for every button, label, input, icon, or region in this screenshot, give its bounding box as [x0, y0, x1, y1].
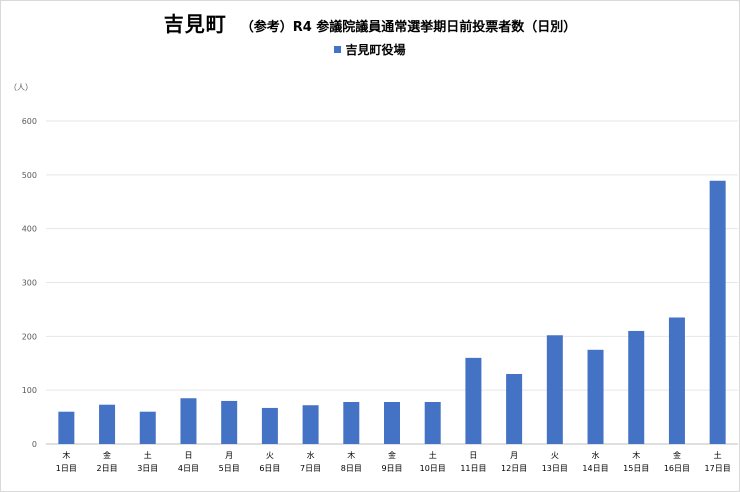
- bar: [99, 404, 116, 444]
- chart-subtitle: （参考）R4 参議院議員通常選挙期日前投票者数（日別）: [240, 20, 577, 35]
- chart-title: 吉見町: [163, 12, 227, 36]
- x-tick-weekday: 金: [673, 450, 681, 460]
- x-tick-day: 10日目: [420, 464, 446, 473]
- y-tick-label: 200: [22, 332, 37, 341]
- x-tick-day: 7日目: [300, 464, 321, 473]
- x-tick-weekday: 火: [266, 451, 274, 460]
- bar: [261, 407, 278, 444]
- x-tick-day: 8日目: [341, 464, 362, 473]
- x-tick-weekday: 木: [347, 450, 355, 460]
- x-tick-day: 4日目: [178, 464, 199, 473]
- x-tick-weekday: 日: [469, 451, 477, 460]
- y-tick-label: 100: [22, 386, 37, 395]
- bar: [424, 402, 441, 444]
- bar: [139, 411, 156, 444]
- x-tick-day: 9日目: [381, 464, 402, 473]
- x-tick-weekday: 土: [144, 450, 152, 460]
- x-tick-day: 5日目: [219, 464, 240, 473]
- x-tick-weekday: 水: [307, 450, 315, 460]
- bar: [668, 317, 685, 444]
- x-tick-weekday: 土: [714, 450, 722, 460]
- x-tick-weekday: 火: [551, 451, 559, 460]
- bar: [546, 335, 563, 444]
- y-axis-unit-label: （人）: [9, 83, 33, 92]
- x-tick-day: 13日目: [542, 464, 568, 473]
- x-tick-weekday: 日: [184, 451, 192, 460]
- y-tick-label: 400: [22, 225, 37, 234]
- y-tick-label: 600: [22, 117, 37, 126]
- bar: [465, 357, 482, 444]
- x-tick-day: 15日目: [623, 464, 649, 473]
- chart-title-row: 吉見町 （参考）R4 参議院議員通常選挙期日前投票者数（日別）: [0, 8, 740, 37]
- x-tick-day: 3日目: [137, 464, 158, 473]
- legend-label: 吉見町役場: [345, 43, 406, 57]
- y-tick-label: 300: [22, 279, 37, 288]
- x-tick-day: 14日目: [582, 464, 608, 473]
- bar: [58, 411, 75, 444]
- bar: [628, 330, 645, 444]
- bar: [343, 402, 360, 444]
- x-tick-day: 16日目: [664, 464, 690, 473]
- bar: [506, 374, 523, 444]
- bar: [587, 349, 604, 444]
- y-tick-label: 500: [22, 171, 37, 180]
- x-tick-weekday: 水: [592, 450, 600, 460]
- legend-swatch: [334, 46, 342, 53]
- x-tick-weekday: 月: [225, 451, 233, 460]
- x-tick-weekday: 土: [429, 450, 437, 460]
- x-tick-day: 17日目: [705, 464, 731, 473]
- x-tick-day: 11日目: [460, 464, 486, 473]
- bar: [221, 400, 238, 444]
- x-tick-day: 6日目: [259, 464, 280, 473]
- bar: [180, 398, 197, 444]
- bar: [709, 180, 726, 444]
- x-tick-day: 1日目: [56, 464, 77, 473]
- x-tick-weekday: 月: [510, 451, 518, 460]
- x-tick-day: 2日目: [97, 464, 118, 473]
- x-tick-weekday: 金: [388, 450, 396, 460]
- x-tick-weekday: 金: [103, 450, 111, 460]
- y-tick-label: 0: [32, 440, 37, 449]
- x-tick-weekday: 木: [62, 450, 70, 460]
- x-tick-weekday: 木: [632, 450, 640, 460]
- chart-legend: 吉見町役場: [0, 41, 740, 58]
- bar: [384, 402, 400, 444]
- x-tick-day: 12日目: [501, 464, 527, 473]
- bar: [302, 405, 319, 444]
